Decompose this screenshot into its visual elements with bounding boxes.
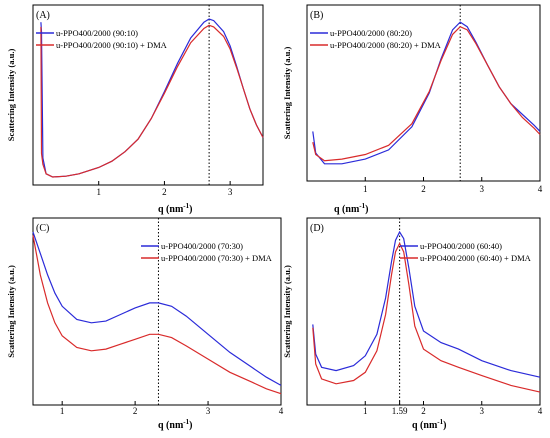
legend-entry: u-PPO400/2000 (90:10) + DMA xyxy=(56,40,168,50)
x-tick-label: 1 xyxy=(363,184,368,194)
y-axis-label: Scattering Intensity (a.u.) xyxy=(282,47,292,140)
plot-frame xyxy=(32,217,282,406)
x-tick-label: 1.59 xyxy=(392,406,408,416)
chart-panel-1: (A) 1 2 3 q (nm-1) Scattering Intensity (a.u.… xyxy=(6,4,264,215)
series-line-2 xyxy=(312,242,541,393)
x-tick-label: 2 xyxy=(162,187,167,197)
panel-label: (B) xyxy=(310,10,323,21)
x-axis-label: q (nm-1) xyxy=(158,202,192,215)
x-tick-label: 4 xyxy=(538,406,543,416)
series-line-1 xyxy=(32,231,282,386)
x-tick-label: 3 xyxy=(228,187,233,197)
legend-entry: u-PPO400/2000 (70:30) + DMA xyxy=(161,253,273,263)
panel-label: (C) xyxy=(36,223,49,234)
x-tick-label: 3 xyxy=(206,406,211,416)
y-axis-label: Scattering Intensity (a.u.) xyxy=(282,265,292,358)
chart-panel-4: (D) 1 1.59 2 3 4 q (nm-1) Scattering Intensity … xyxy=(282,217,543,431)
legend-entry: u-PPO400/2000 (60:40) + DMA xyxy=(420,253,532,263)
series-line-2 xyxy=(32,235,282,395)
legend-entry: u-PPO400/2000 (70:30) xyxy=(161,241,243,251)
chart-panel-3: (C) 1 2 3 4 q (nm-1) Scattering Intensity (a.u… xyxy=(6,217,284,431)
x-tick-label: 1 xyxy=(96,187,101,197)
x-tick-label: 2 xyxy=(421,406,426,416)
legend-entry: u-PPO400/2000 (80:20) + DMA xyxy=(330,40,442,50)
x-axis-label: q (nm-1) xyxy=(412,418,446,431)
x-axis-label: q (nm-1) xyxy=(334,202,368,215)
x-tick-label: 3 xyxy=(480,184,485,194)
x-tick-label: 4 xyxy=(538,184,543,194)
plot-frame xyxy=(32,4,264,186)
x-tick-label: 2 xyxy=(133,406,138,416)
x-axis-label: q (nm-1) xyxy=(158,418,192,431)
panel-label: (A) xyxy=(36,10,50,21)
legend-entry: u-PPO400/2000 (60:40) xyxy=(420,241,502,251)
panel-label: (D) xyxy=(310,223,324,234)
x-tick-label: 4 xyxy=(279,406,284,416)
chart-panel-2: (B) 1 2 3 4 q (nm-1) Scattering Intensity (a.u… xyxy=(282,4,543,215)
legend-entry: u-PPO400/2000 (90:10) xyxy=(56,28,138,38)
series-line-1 xyxy=(312,230,541,378)
legend-entry: u-PPO400/2000 (80:20) xyxy=(330,28,412,38)
x-tick-label: 1 xyxy=(60,406,65,416)
x-tick-label: 2 xyxy=(421,184,426,194)
y-axis-label: Scattering Intensity (a.u.) xyxy=(6,265,16,358)
series-line-2 xyxy=(40,24,264,178)
x-tick-label: 1 xyxy=(363,406,368,416)
y-axis-label: Scattering Intensity (a.u.) xyxy=(6,49,16,142)
x-tick-label: 3 xyxy=(480,406,485,416)
series-line-2 xyxy=(312,25,541,162)
